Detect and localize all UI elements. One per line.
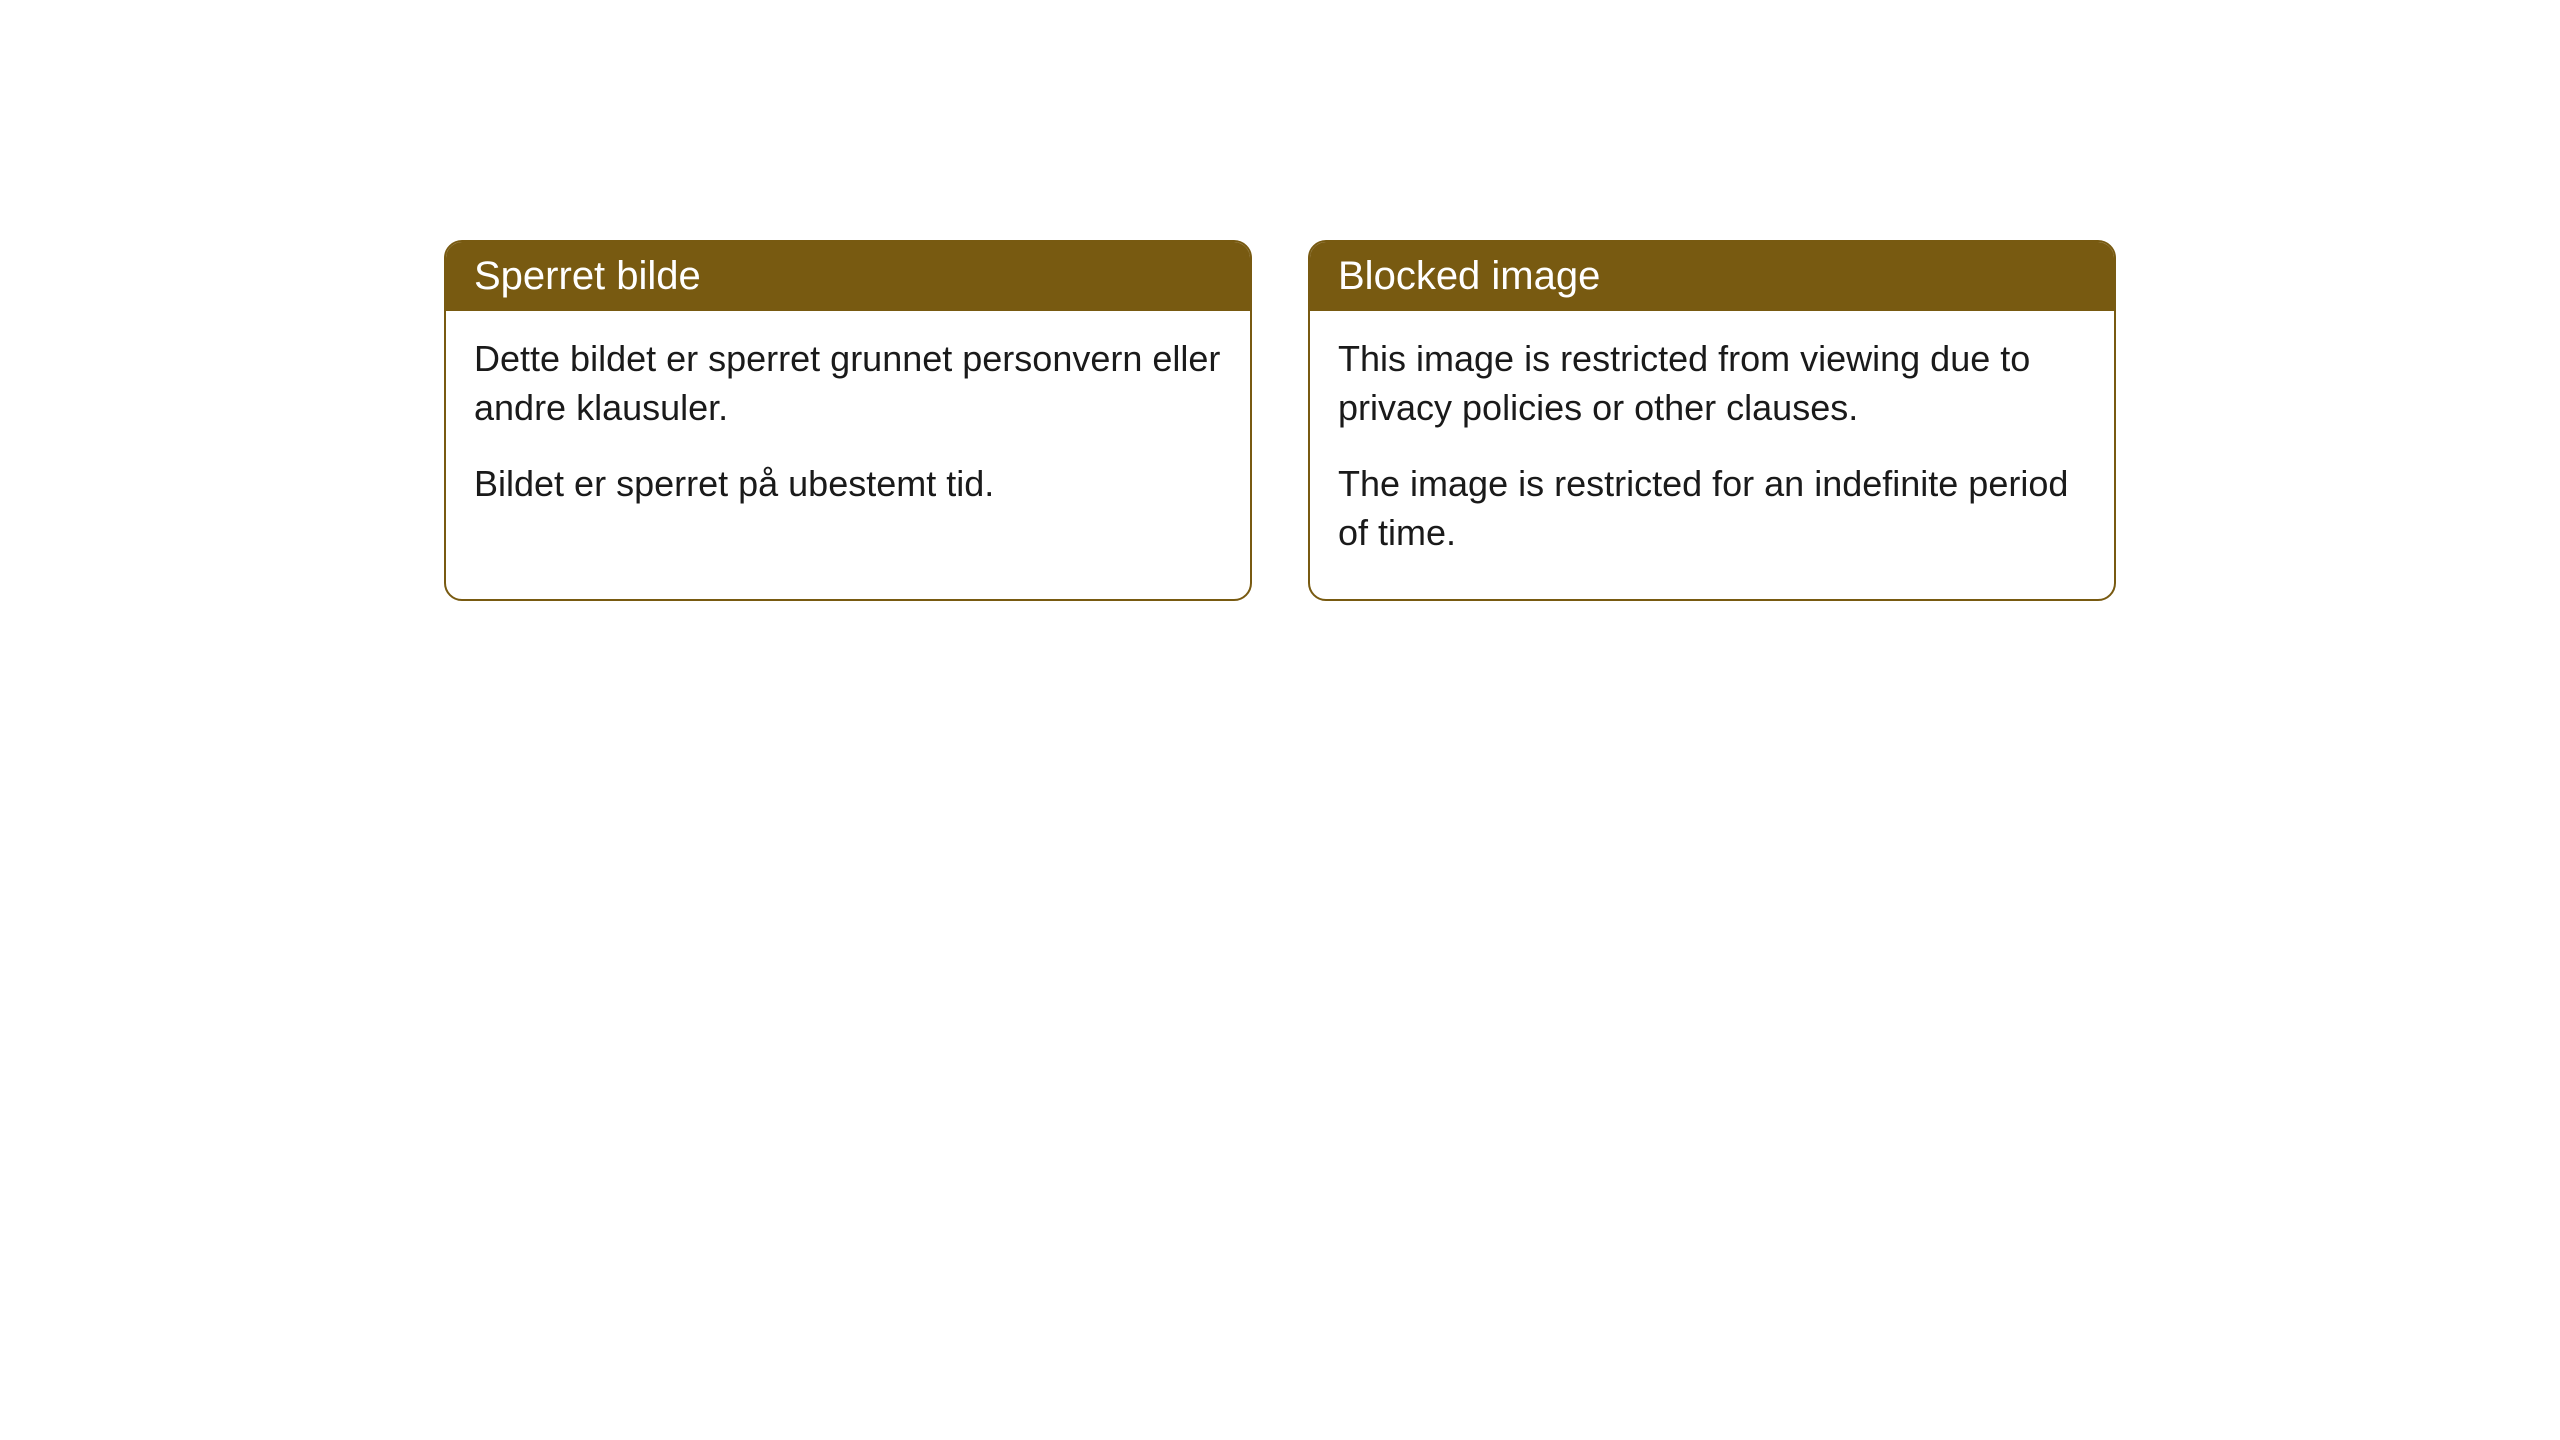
card-paragraph: This image is restricted from viewing du… [1338,335,2086,432]
card-paragraph: The image is restricted for an indefinit… [1338,460,2086,557]
card-paragraph: Bildet er sperret på ubestemt tid. [474,460,1222,509]
card-body: This image is restricted from viewing du… [1310,311,2114,599]
card-paragraph: Dette bildet er sperret grunnet personve… [474,335,1222,432]
card-title: Sperret bilde [474,254,701,298]
blocked-image-card-norwegian: Sperret bilde Dette bildet er sperret gr… [444,240,1252,601]
card-header: Blocked image [1310,242,2114,311]
card-body: Dette bildet er sperret grunnet personve… [446,311,1250,551]
card-title: Blocked image [1338,254,1600,298]
card-header: Sperret bilde [446,242,1250,311]
card-container: Sperret bilde Dette bildet er sperret gr… [444,240,2116,601]
blocked-image-card-english: Blocked image This image is restricted f… [1308,240,2116,601]
